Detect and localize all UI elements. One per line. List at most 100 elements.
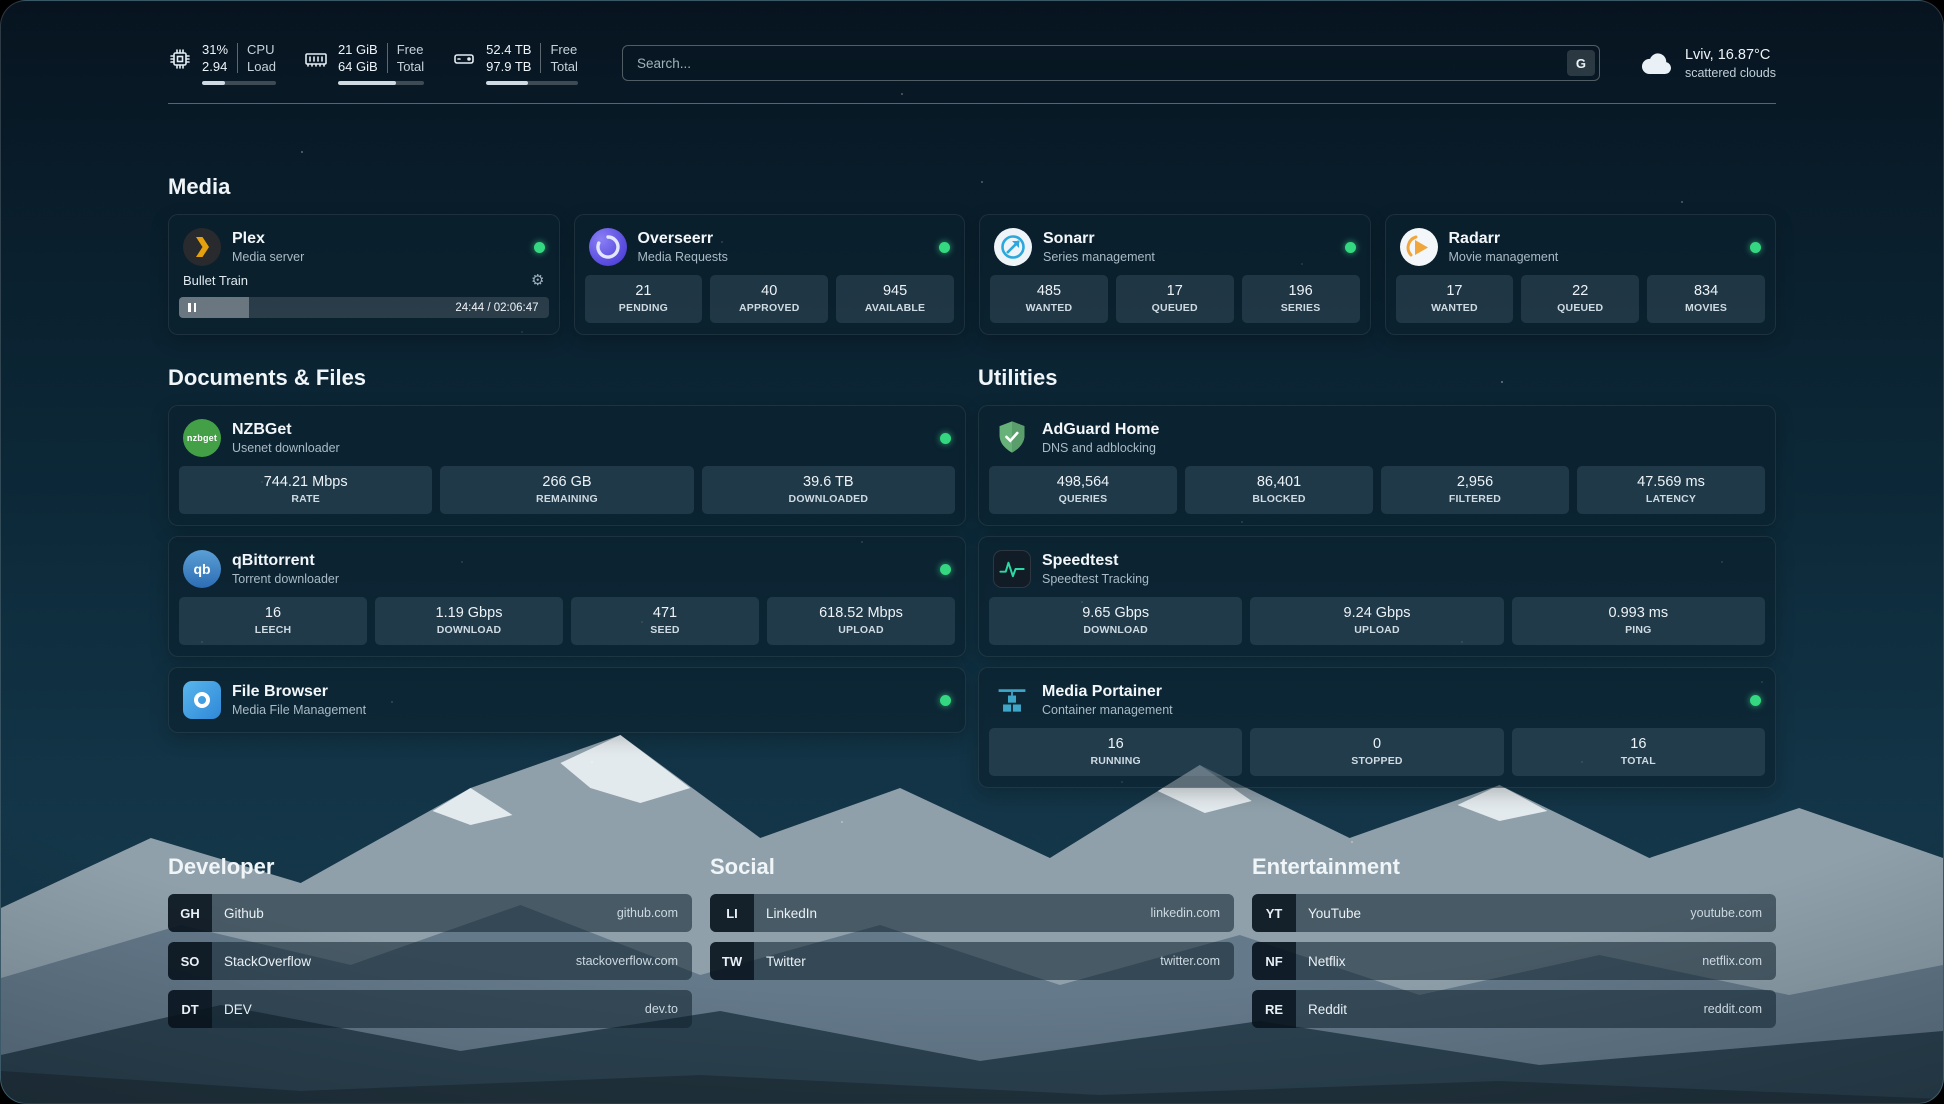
ram-total-label: Total (396, 59, 425, 74)
stat-box: 0.993 ms PING (1511, 597, 1765, 645)
app-name: Plex (232, 230, 265, 247)
stat-box: 618.52 Mbps UPLOAD (767, 597, 955, 645)
bookmark-url: dev.to (644, 1002, 678, 1016)
snow-flakes (1, 1, 3, 3)
stat-box: 86,401 BLOCKED (1185, 466, 1373, 514)
bookmark-name: StackOverflow (224, 953, 312, 969)
app-subtitle: Torrent downloader (232, 572, 340, 586)
bookmark-name: Twitter (766, 953, 806, 969)
metric-separator (540, 43, 542, 73)
bookmark-badge: LI (710, 894, 754, 932)
cpu-progress-bar (202, 81, 276, 85)
status-indicator (940, 432, 951, 444)
app-card-sonarr[interactable]: Sonarr Series management 485 WANTED 17 QUE… (979, 214, 1371, 335)
bookmark-name: Reddit (1308, 1001, 1348, 1017)
ram-free-label: Free (396, 42, 424, 57)
bookmark-stackoverflow[interactable]: SO StackOverflow stackoverflow.com (168, 942, 692, 980)
disk-total-label: Total (550, 59, 578, 74)
section-title-documents: Documents & Files (168, 365, 367, 390)
status-indicator (533, 241, 545, 253)
app-card-speedtest[interactable]: Speedtest Speedtest Tracking 9.65 Gbps DO… (978, 536, 1776, 657)
memory-icon (305, 53, 327, 67)
search-input[interactable] (621, 45, 1600, 81)
weather-location: Lviv, 16.87°C (1684, 46, 1771, 63)
overseerr-icon (588, 228, 627, 266)
app-card-portainer[interactable]: Media Portainer Container management 16 R… (978, 667, 1776, 788)
app-card-qbittorrent[interactable]: qb qBittorrent Torrent downloader 16 LEEC… (168, 536, 966, 657)
sonarr-icon (994, 228, 1032, 266)
app-card-adguard[interactable]: AdGuard Home DNS and adblocking 498,564 Q… (978, 405, 1776, 526)
app-name: Overseerr (637, 230, 714, 247)
stat-box: 945 AVAILABLE (836, 275, 954, 323)
app-card-radarr[interactable]: Radarr Movie management 17 WANTED 22 QUEUE… (1384, 214, 1776, 335)
stat-box: 40 APPROVED (710, 275, 829, 323)
app-name: Media Portainer (1042, 683, 1163, 700)
cpu-load-value: 2.94 (202, 59, 228, 74)
disk-progress-bar (486, 81, 578, 85)
search-bar: G (621, 45, 1600, 81)
weather-condition: scattered clouds (1684, 65, 1776, 80)
playback-time: 24:44 / 02:06:47 (455, 301, 539, 314)
app-card-overseerr[interactable]: Overseerr Media Requests 21 PENDING 40 APP… (573, 214, 965, 335)
bookmark-badge: SO (168, 942, 212, 980)
bookmark-reddit[interactable]: RE Reddit reddit.com (1252, 990, 1776, 1028)
stat-box: 471 SEED (571, 597, 759, 645)
app-subtitle: Movie management (1448, 250, 1559, 264)
disk-metric: 52.4 TB 97.9 TB Free Total (452, 41, 578, 85)
app-card-plex[interactable]: Plex Media server Bullet Train ⚙ 24:44 /… (168, 214, 560, 335)
stat-box: 9.65 Gbps DOWNLOAD (989, 597, 1243, 645)
status-indicator (940, 563, 951, 575)
app-name: Sonarr (1043, 230, 1095, 247)
app-name: Speedtest (1042, 552, 1119, 569)
qbittorrent-icon: qb (183, 550, 221, 588)
app-subtitle: Container management (1042, 703, 1173, 717)
app-name: File Browser (232, 683, 329, 700)
bookmark-url: netflix.com (1702, 954, 1762, 968)
documents-column: Documents & Files nzbget NZBGet Usenet d… (168, 365, 966, 743)
playback-progress-bar[interactable]: 24:44 / 02:06:47 (179, 297, 549, 318)
stat-box: 17 WANTED (1395, 275, 1514, 323)
ram-progress-bar (337, 81, 425, 85)
stat-box: 16 RUNNING (989, 728, 1243, 776)
top-bar: 31% 2.94 CPU Load (168, 1, 1776, 85)
adguard-shield-icon (993, 419, 1031, 457)
pause-icon[interactable] (188, 303, 196, 312)
app-subtitle: Usenet downloader (232, 441, 340, 455)
cpu-metric: 31% 2.94 CPU Load (168, 41, 276, 85)
bookmark-badge: YT (1252, 894, 1296, 932)
status-indicator (1344, 241, 1356, 253)
bookmark-name: Netflix (1308, 953, 1346, 969)
bookmark-badge: GH (168, 894, 212, 932)
section-title-utilities: Utilities (978, 365, 1058, 390)
bookmark-youtube[interactable]: YT YouTube youtube.com (1252, 894, 1776, 932)
ram-total-value: 64 GiB (337, 59, 378, 74)
bookmark-github[interactable]: GH Github github.com (168, 894, 692, 932)
bookmark-netflix[interactable]: NF Netflix netflix.com (1252, 942, 1776, 980)
disk-free-value: 52.4 TB (486, 42, 532, 57)
stat-box: 39.6 TB DOWNLOADED (701, 466, 955, 514)
app-subtitle: Media server (232, 250, 305, 264)
stat-box: 22 QUEUED (1521, 275, 1640, 323)
app-card-nzbget[interactable]: nzbget NZBGet Usenet downloader 744.21 M… (168, 405, 966, 526)
now-playing-title: Bullet Train (183, 272, 249, 288)
ram-free-value: 21 GiB (337, 42, 378, 57)
bookmark-dev[interactable]: DT DEV dev.to (168, 990, 692, 1028)
app-name: qBittorrent (232, 552, 315, 569)
section-title-entertainment: Entertainment (1252, 854, 1400, 879)
app-name: Radarr (1448, 230, 1501, 247)
bookmark-twitter[interactable]: TW Twitter twitter.com (710, 942, 1234, 980)
app-name: AdGuard Home (1042, 421, 1160, 438)
hard-drive-icon (454, 54, 474, 64)
stat-box: 196 SERIES (1241, 275, 1360, 323)
section-title-developer: Developer (168, 854, 275, 879)
bookmark-name: DEV (224, 1001, 252, 1017)
app-card-filebrowser[interactable]: File Browser Media File Management (168, 667, 966, 733)
status-indicator (940, 694, 951, 706)
portainer-icon (993, 681, 1031, 719)
bookmark-linkedin[interactable]: LI LinkedIn linkedin.com (710, 894, 1234, 932)
settings-gear-icon[interactable]: ⚙ (531, 272, 545, 289)
social-bookmarks: Social LI LinkedIn linkedin.com TW Twitt… (710, 854, 1234, 1038)
nzbget-icon: nzbget (183, 419, 221, 457)
stat-box: 21 PENDING (584, 275, 703, 323)
search-engine-button[interactable]: G (1566, 50, 1595, 76)
